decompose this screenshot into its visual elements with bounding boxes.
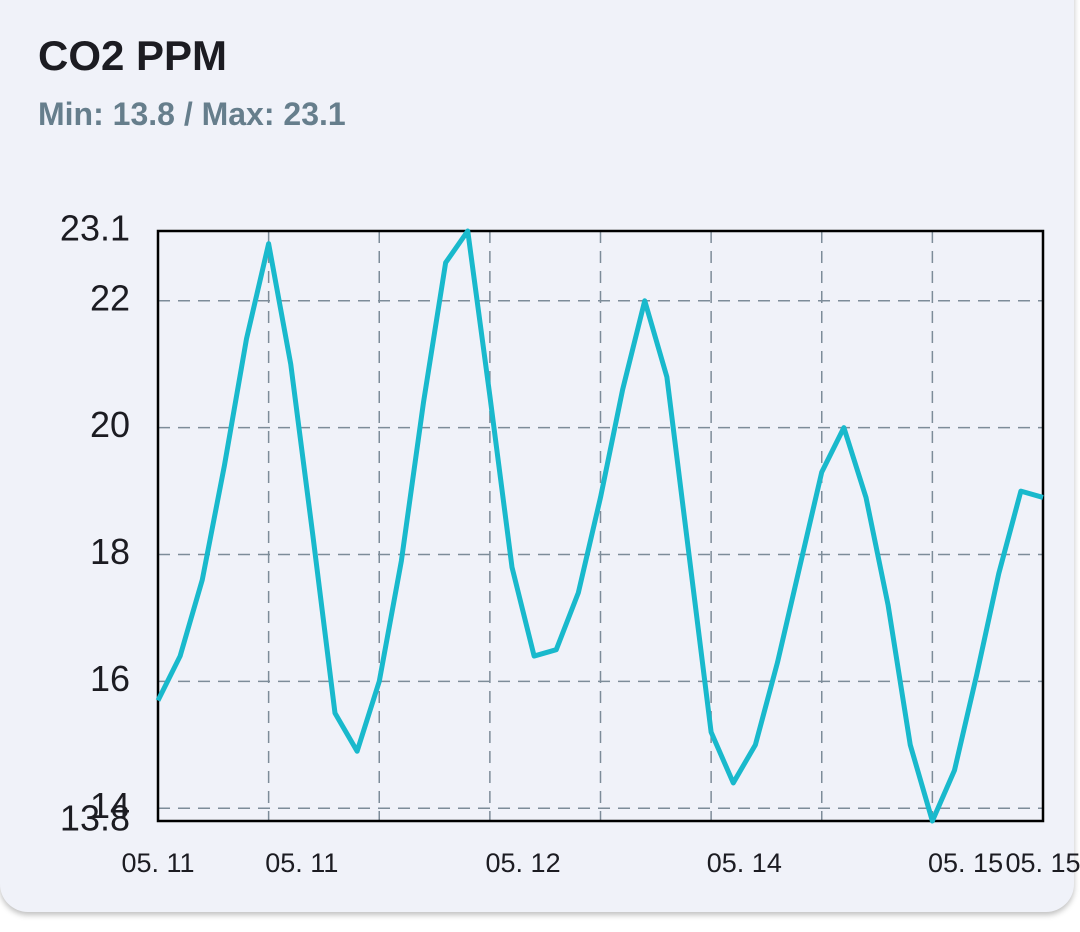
data-line: [155, 228, 1044, 824]
y-tick-label: 13.8: [60, 798, 130, 839]
y-tick-label: 23.1: [60, 208, 130, 249]
x-tick-label: 05. 12: [486, 848, 561, 878]
y-tick-label: 18: [90, 531, 130, 572]
x-tick-label: 05. 14: [707, 848, 782, 878]
x-tick-label: 05. 15: [1005, 848, 1080, 878]
x-tick-label: 05. 15: [928, 848, 1003, 878]
x-tick-label: 05. 11: [121, 848, 194, 878]
y-tick-label: 16: [90, 658, 130, 699]
chart-subtitle: Min: 13.8 / Max: 23.1: [38, 96, 346, 132]
y-tick-label: 22: [90, 277, 130, 318]
x-tick-label: 05. 11: [265, 848, 338, 878]
y-tick-label: 20: [90, 404, 130, 445]
chart-title: CO2 PPM: [38, 32, 228, 79]
y-tick-label: 14: [90, 785, 130, 826]
plot-frame: [156, 229, 1045, 823]
card: CO2 PPM Min: 13.8 / Max: 23.1: [0, 0, 1074, 912]
